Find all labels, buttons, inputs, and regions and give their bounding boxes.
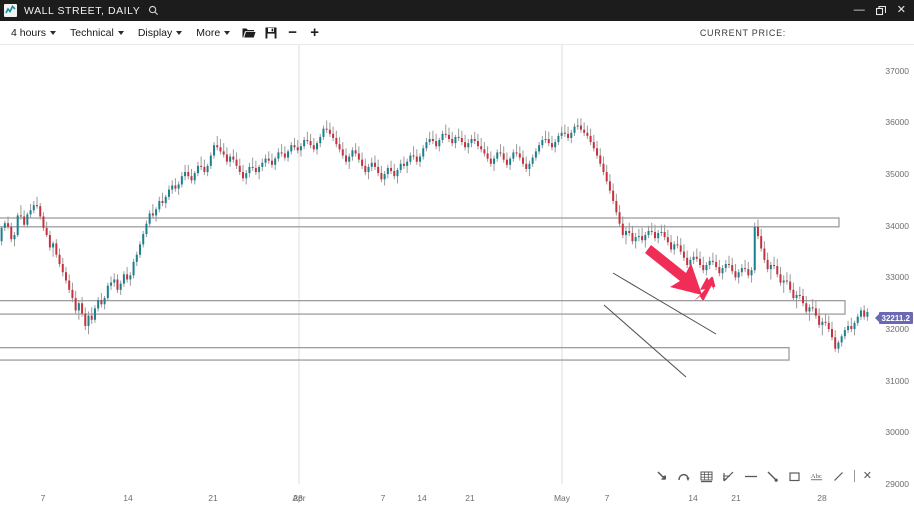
current-price-axis-badge: 32211.2: [874, 312, 913, 325]
arrow-up-icon: [900, 25, 906, 30]
price-tick-34000: 34000: [885, 220, 909, 231]
time-tick-14: 14: [688, 493, 698, 503]
time-tick-Apr: Apr: [292, 493, 306, 503]
menu-timeframe-label: 4 hours: [11, 26, 47, 39]
arrow-down-icon: [797, 25, 803, 30]
menu-more[interactable]: More: [190, 27, 236, 39]
time-tick-28: 28: [293, 493, 303, 503]
bid-price-decimals: .2: [831, 28, 839, 37]
fib-tool-icon[interactable]: [722, 469, 736, 483]
time-tick-14: 14: [123, 493, 133, 503]
curve-tool-icon[interactable]: [678, 469, 692, 483]
time-tick-7: 7: [604, 493, 610, 503]
bid-price-badge[interactable]: 32211.2: [793, 24, 849, 41]
diagonal-line-tool-icon[interactable]: [832, 469, 846, 483]
price-tick-35000: 35000: [885, 169, 909, 180]
price-tick-30000: 30000: [885, 427, 909, 438]
zoom-out-icon[interactable]: −: [288, 24, 298, 41]
menu-display[interactable]: Display: [132, 27, 188, 39]
time-tick-14: 14: [417, 493, 427, 503]
bearish-arrow-large: [645, 245, 702, 295]
menu-technical[interactable]: Technical: [64, 27, 130, 39]
price-tick-29000: 29000: [885, 479, 909, 489]
chart-annotations: [603, 245, 717, 378]
trend-line-tool-icon[interactable]: [766, 469, 780, 483]
price-tick-32000: 32000: [885, 324, 909, 335]
search-icon[interactable]: [148, 5, 159, 16]
menu-more-label: More: [196, 26, 221, 39]
current-price-block: CURRENT PRICE: 32211.2 32215.2: [700, 24, 914, 41]
candlestick-plot: [0, 45, 869, 484]
chevron-down-icon: [50, 30, 57, 35]
chevron-down-icon: [176, 30, 183, 35]
bid-price-value: 32211: [803, 27, 832, 38]
ask-price-value: 32215: [864, 27, 894, 38]
time-tick-21: 21: [465, 493, 475, 503]
line-chart-icon: [4, 4, 17, 17]
open-folder-icon[interactable]: [239, 24, 258, 42]
title-bar: WALL STREET, DAILY — ✕: [0, 0, 914, 21]
horizontal-line-tool-icon[interactable]: [744, 469, 758, 483]
text-tool-icon[interactable]: Abc: [810, 469, 824, 483]
zoom-in-icon[interactable]: +: [310, 24, 320, 41]
menu-timeframe[interactable]: 4 hours: [5, 27, 62, 39]
cursor-arrow-icon[interactable]: [656, 469, 670, 483]
time-tick-21: 21: [731, 493, 741, 503]
svg-text:Abc: Abc: [811, 472, 822, 479]
window-controls: — ✕: [854, 5, 914, 16]
minimize-button[interactable]: —: [853, 4, 865, 16]
time-tick-21: 21: [208, 493, 218, 503]
grid-tool-icon[interactable]: [700, 469, 714, 483]
time-tick-7: 7: [380, 493, 386, 503]
toolbar-divider: [853, 470, 855, 482]
drawing-toolbar: Abc ✕: [656, 469, 872, 483]
ask-price-decimals: .2: [893, 28, 900, 37]
price-tick-31000: 31000: [885, 375, 909, 386]
price-tick-33000: 33000: [885, 272, 909, 283]
current-price-label: CURRENT PRICE:: [699, 27, 786, 38]
ask-price-badge[interactable]: 32215.2: [854, 24, 910, 41]
chevron-down-icon: [117, 30, 124, 35]
restore-button[interactable]: [875, 5, 886, 16]
price-tick-37000: 37000: [885, 65, 909, 76]
save-icon[interactable]: [261, 24, 280, 42]
bullish-arrow-small: [694, 276, 716, 301]
rectangle-tool-icon[interactable]: [788, 469, 802, 483]
time-axis[interactable]: 7 14 21 28 Apr 7 14 21 May 7 14 21 28: [0, 484, 869, 510]
chart-plot-area[interactable]: [0, 45, 914, 510]
time-tick-28: 28: [817, 493, 827, 503]
time-tick-7: 7: [40, 493, 46, 503]
chevron-down-icon: [224, 30, 231, 35]
close-tools-icon[interactable]: ✕: [862, 469, 872, 482]
price-axis[interactable]: 37000 36000 35000 34000 33000 32000 31000 30000…: [869, 45, 914, 510]
close-button[interactable]: ✕: [896, 4, 906, 16]
menu-display-label: Display: [137, 26, 173, 39]
menu-bar: 4 hours Technical Display More: [0, 21, 914, 45]
time-tick-May: May: [553, 493, 571, 503]
window-title: WALL STREET, DAILY: [24, 4, 141, 17]
price-tick-36000: 36000: [885, 117, 909, 128]
menu-technical-label: Technical: [70, 26, 114, 39]
descending-channel: [603, 272, 717, 378]
